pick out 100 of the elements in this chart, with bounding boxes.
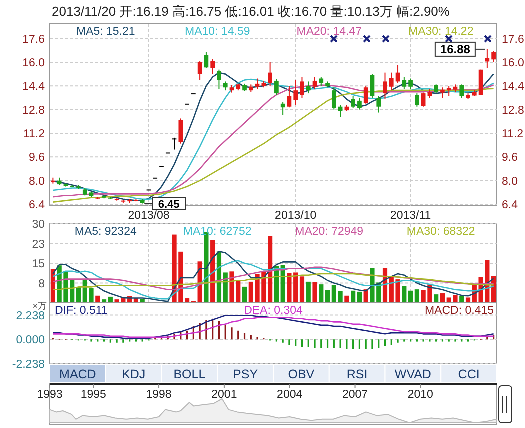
y-tick-label: 2.238 (16, 310, 45, 322)
candlestick (358, 97, 362, 110)
x-tick-label: 1993 (37, 389, 63, 401)
x-tick-label: 2013/11 (390, 210, 432, 222)
candlestick (421, 92, 426, 108)
candlestick (217, 69, 222, 90)
x-tick-label: 2010 (408, 389, 434, 401)
y-tick-label: 12.8 (22, 104, 45, 117)
candlestick (351, 96, 356, 109)
candlestick (172, 137, 177, 150)
x-tick-label: 2001 (212, 389, 238, 401)
text: MA10: 14.59 (185, 26, 250, 38)
bar (76, 287, 82, 303)
bar (466, 298, 471, 303)
candlestick (460, 84, 464, 98)
bar (357, 292, 362, 303)
x-tick-label: 1998 (146, 389, 172, 401)
bar (338, 291, 343, 303)
candlestick (446, 86, 452, 98)
y-axis-title: ×万 (32, 301, 47, 311)
bar (351, 290, 356, 303)
candlestick (300, 76, 304, 98)
y2-tick-label: 12.8 (502, 104, 524, 117)
text: MA30: 14.22 (408, 26, 474, 38)
x-tick-label: 2013/10 (275, 210, 317, 222)
y-tick-label: 16.0 (22, 57, 45, 70)
text: RSI (346, 367, 368, 382)
bar (402, 286, 407, 303)
y-tick-label: 17.6 (22, 34, 45, 46)
text: BOLL (174, 367, 206, 382)
candlestick (402, 76, 407, 90)
y2-tick-label: 11.2 (502, 128, 524, 141)
text: KDJ (122, 367, 146, 382)
text: MA10: 62752 (183, 226, 252, 238)
y-tick-label: 15 (32, 258, 45, 271)
line-series (52, 266, 494, 290)
bar (325, 290, 330, 303)
series-label: DIF: 0.511 (55, 305, 108, 317)
text: MA20: 72949 (295, 226, 364, 238)
bar (434, 294, 439, 303)
y2-tick-label: 6.4 (502, 200, 519, 212)
bar (332, 285, 336, 303)
y-tick-label: 14.4 (22, 81, 46, 94)
text: MA20: 14.47 (296, 26, 362, 38)
candlestick (204, 52, 209, 69)
y-tick-label: 0.000 (16, 334, 45, 347)
candlestick (370, 74, 375, 98)
text: CCI (458, 367, 480, 382)
candlestick (274, 78, 279, 96)
candlestick (312, 76, 318, 90)
chart-title: 2013/11/20 开:16.19 高:16.75 低:16.01 收:16.70 量:10.13万 幅:2.90% (52, 4, 450, 19)
annotation: 16.88 (440, 42, 471, 56)
y2-tick-label: 16.0 (502, 57, 524, 70)
y2-tick-label: 17.6 (502, 34, 524, 46)
bar (306, 282, 311, 303)
bar (242, 286, 248, 303)
y2-tick-label: 14.4 (502, 81, 525, 94)
y-tick-label: 6.4 (29, 200, 46, 212)
bar (300, 276, 305, 303)
candlestick (408, 78, 413, 90)
bar (268, 236, 273, 303)
x-tick-label: 2004 (277, 389, 304, 401)
text: MA30: 68322 (406, 226, 476, 238)
line-series (52, 273, 494, 290)
y2-tick-label: 9.6 (502, 152, 518, 164)
text: OBV (288, 367, 316, 382)
candlestick (415, 93, 420, 108)
candlestick (376, 96, 382, 114)
text: MA5: 92324 (74, 226, 138, 238)
y-tick-label: 23 (32, 238, 45, 251)
candlestick (210, 59, 216, 75)
line-series (52, 251, 494, 302)
bar (312, 282, 318, 303)
x-tick-label: 2013/08 (128, 210, 170, 222)
x-tick-label: 2007 (342, 389, 368, 401)
candlestick (338, 104, 343, 118)
text: MACD (60, 367, 96, 382)
candlestick (268, 62, 272, 87)
x-tick-label: 1995 (80, 389, 106, 401)
y-tick-label: 30 (32, 219, 45, 232)
candlestick (294, 80, 298, 106)
candlestick (255, 78, 260, 90)
candlestick (364, 86, 368, 104)
y2-tick-label: 8.0 (502, 176, 518, 188)
y-tick-label: 9.6 (29, 152, 45, 164)
y-tick-label: -2.238 (12, 359, 45, 372)
text: WVAD (394, 367, 432, 382)
bar (319, 284, 324, 303)
candlestick (178, 118, 184, 144)
y-tick-label: 8.0 (29, 176, 45, 188)
series-label: DEA: 0.304 (244, 305, 304, 317)
candlestick (492, 50, 496, 63)
candlestick (389, 72, 394, 92)
candlestick (440, 87, 445, 98)
y-tick-label: 11.2 (23, 128, 45, 141)
candlestick (332, 87, 336, 110)
annotation: 6.45 (158, 198, 180, 211)
candlestick (383, 72, 388, 100)
candlestick (287, 86, 292, 108)
y-tick-label: 8 (38, 278, 45, 290)
